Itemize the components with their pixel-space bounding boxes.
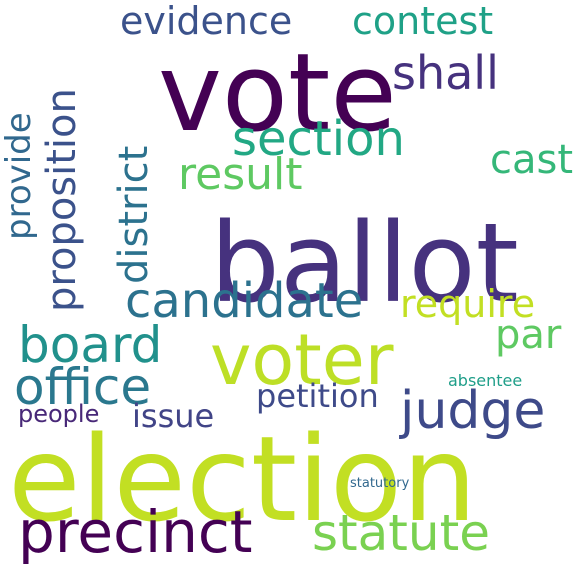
cloud-word-petition: petition bbox=[256, 377, 379, 415]
cloud-word-vote: vote bbox=[158, 31, 397, 156]
cloud-word-board: board bbox=[18, 316, 163, 374]
cloud-word-people: people bbox=[18, 400, 100, 428]
cloud-word-require: require bbox=[400, 282, 536, 326]
cloud-word-office: office bbox=[14, 358, 152, 416]
cloud-word-result: result bbox=[178, 149, 303, 200]
cloud-word-proposition: proposition bbox=[39, 88, 85, 312]
cloud-word-judge: judge bbox=[400, 381, 546, 441]
cloud-word-district: district bbox=[111, 145, 157, 284]
cloud-word-issue: issue bbox=[132, 397, 215, 435]
cloud-word-par: par bbox=[495, 312, 562, 358]
cloud-word-election: election bbox=[8, 410, 477, 548]
cloud-word-candidate: candidate bbox=[125, 273, 364, 329]
cloud-word-precinct: precinct bbox=[18, 498, 253, 566]
cloud-word-cast: cast bbox=[490, 137, 574, 183]
cloud-word-contest: contest bbox=[352, 0, 494, 43]
cloud-word-ballot: ballot bbox=[210, 199, 519, 327]
cloud-word-statute: statute bbox=[312, 504, 490, 562]
cloud-word-absentee: absentee bbox=[448, 371, 523, 390]
cloud-word-section: section bbox=[232, 111, 405, 167]
cloud-word-provide: provide bbox=[0, 112, 39, 240]
cloud-word-evidence: evidence bbox=[120, 0, 293, 43]
cloud-word-voter: voter bbox=[210, 319, 394, 401]
cloud-word-statutory: statutory bbox=[350, 476, 410, 491]
cloud-word-shall: shall bbox=[392, 46, 499, 100]
